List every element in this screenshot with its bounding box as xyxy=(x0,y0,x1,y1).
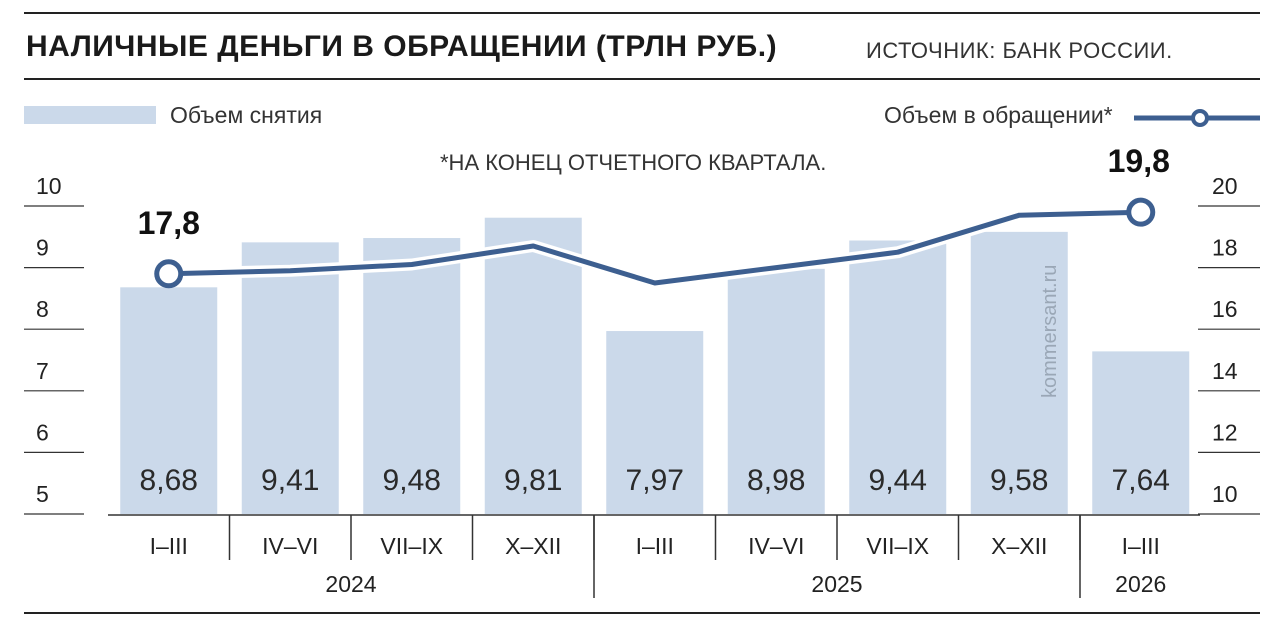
line-series: 17,8 19,8 xyxy=(138,143,1170,289)
left-axis: 5 6 7 8 9 10 xyxy=(24,173,84,515)
left-tick-label: 7 xyxy=(36,358,49,384)
x-tick-label: VII–IX xyxy=(866,533,929,559)
x-tick-label: IV–VI xyxy=(262,533,318,559)
right-tick-label: 14 xyxy=(1212,358,1238,384)
x-tick-label: X–XII xyxy=(505,533,561,559)
year-label: 2026 xyxy=(1115,571,1166,597)
top-rule xyxy=(24,12,1260,14)
bottom-rule xyxy=(24,612,1260,614)
bar xyxy=(727,268,825,514)
bar xyxy=(241,242,339,514)
x-axis: I–III IV–VI VII–IX X–XII I–III IV–VI VII–IX X–X… xyxy=(108,514,1200,598)
watermark: kommersant.ru xyxy=(1039,265,1061,398)
bar xyxy=(484,217,582,515)
bar-value-label: 9,81 xyxy=(504,464,562,497)
year-label: 2025 xyxy=(811,571,862,597)
x-tick-label: IV–VI xyxy=(748,533,804,559)
bars-series: 8,68 9,41 9,48 9,81 7,97 8,98 9,44 9,58 7,64 komm… xyxy=(120,217,1190,515)
line-value-label: 19,8 xyxy=(1108,143,1170,179)
right-tick-label: 20 xyxy=(1212,173,1238,199)
x-tick-label: I–III xyxy=(150,533,188,559)
source-note: ИСТОЧНИК: БАНК РОССИИ. xyxy=(866,38,1173,63)
right-tick-label: 18 xyxy=(1212,235,1238,261)
year-label: 2024 xyxy=(325,571,376,597)
line-value-label: 17,8 xyxy=(138,205,200,241)
right-tick-label: 12 xyxy=(1212,419,1238,445)
line-marker xyxy=(154,259,184,289)
bar xyxy=(970,231,1068,514)
bar-value-label: 8,98 xyxy=(747,464,805,497)
left-tick-label: 8 xyxy=(36,296,49,322)
left-tick-label: 10 xyxy=(36,173,62,199)
x-tick-label: I–III xyxy=(1122,533,1160,559)
left-tick-label: 6 xyxy=(36,419,49,445)
bar xyxy=(1092,351,1190,514)
bar-value-label: 9,41 xyxy=(261,464,319,497)
left-tick-label: 9 xyxy=(36,235,49,261)
bar xyxy=(606,331,704,514)
right-tick-label: 10 xyxy=(1212,481,1238,507)
legend-bar-label: Объем снятия xyxy=(170,102,323,128)
bar-value-label: 7,97 xyxy=(626,464,684,497)
chart-title: НАЛИЧНЫЕ ДЕНЬГИ В ОБРАЩЕНИИ (ТРЛН РУБ.) xyxy=(26,30,778,63)
bar-value-label: 9,44 xyxy=(869,464,927,497)
bar-value-label: 9,48 xyxy=(383,464,441,497)
bar-value-label: 9,58 xyxy=(990,464,1048,497)
x-tick-label: X–XII xyxy=(991,533,1047,559)
bar xyxy=(120,287,218,514)
bar-value-label: 8,68 xyxy=(140,464,198,497)
left-tick-label: 5 xyxy=(36,481,49,507)
right-axis: 10 12 14 16 18 20 xyxy=(1198,173,1260,515)
x-tick-label: VII–IX xyxy=(380,533,443,559)
legend-line-label: Объем в обращении* xyxy=(884,102,1113,128)
legend-bar-swatch xyxy=(24,106,156,124)
line-path xyxy=(168,209,1141,286)
header-rule xyxy=(24,78,1260,80)
footnote: *НА КОНЕЦ ОТЧЕТНОГО КВАРТАЛА. xyxy=(440,150,827,175)
line-marker xyxy=(1126,197,1156,227)
bar-value-label: 7,64 xyxy=(1112,464,1170,497)
x-tick-label: I–III xyxy=(636,533,674,559)
bar xyxy=(849,240,947,514)
legend-line-swatch xyxy=(1134,109,1260,127)
bar xyxy=(363,238,461,515)
right-tick-label: 16 xyxy=(1212,296,1238,322)
